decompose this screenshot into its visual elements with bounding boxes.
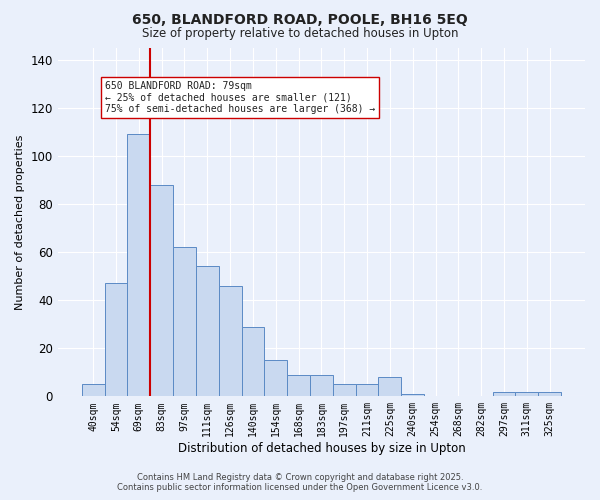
X-axis label: Distribution of detached houses by size in Upton: Distribution of detached houses by size … xyxy=(178,442,465,455)
Bar xyxy=(265,360,287,397)
Bar xyxy=(515,392,538,396)
Bar xyxy=(287,374,310,396)
Bar xyxy=(150,184,173,396)
Bar xyxy=(493,392,515,396)
Bar xyxy=(401,394,424,396)
Bar xyxy=(538,392,561,396)
Y-axis label: Number of detached properties: Number of detached properties xyxy=(15,134,25,310)
Text: 650, BLANDFORD ROAD, POOLE, BH16 5EQ: 650, BLANDFORD ROAD, POOLE, BH16 5EQ xyxy=(132,12,468,26)
Bar xyxy=(196,266,218,396)
Bar xyxy=(310,374,333,396)
Bar xyxy=(218,286,242,397)
Bar xyxy=(379,377,401,396)
Text: Contains HM Land Registry data © Crown copyright and database right 2025.
Contai: Contains HM Land Registry data © Crown c… xyxy=(118,473,482,492)
Bar xyxy=(127,134,150,396)
Bar xyxy=(356,384,379,396)
Bar xyxy=(333,384,356,396)
Bar xyxy=(242,326,265,396)
Bar xyxy=(104,284,127,397)
Bar xyxy=(82,384,104,396)
Text: 650 BLANDFORD ROAD: 79sqm
← 25% of detached houses are smaller (121)
75% of semi: 650 BLANDFORD ROAD: 79sqm ← 25% of detac… xyxy=(104,81,375,114)
Bar xyxy=(173,247,196,396)
Text: Size of property relative to detached houses in Upton: Size of property relative to detached ho… xyxy=(142,28,458,40)
